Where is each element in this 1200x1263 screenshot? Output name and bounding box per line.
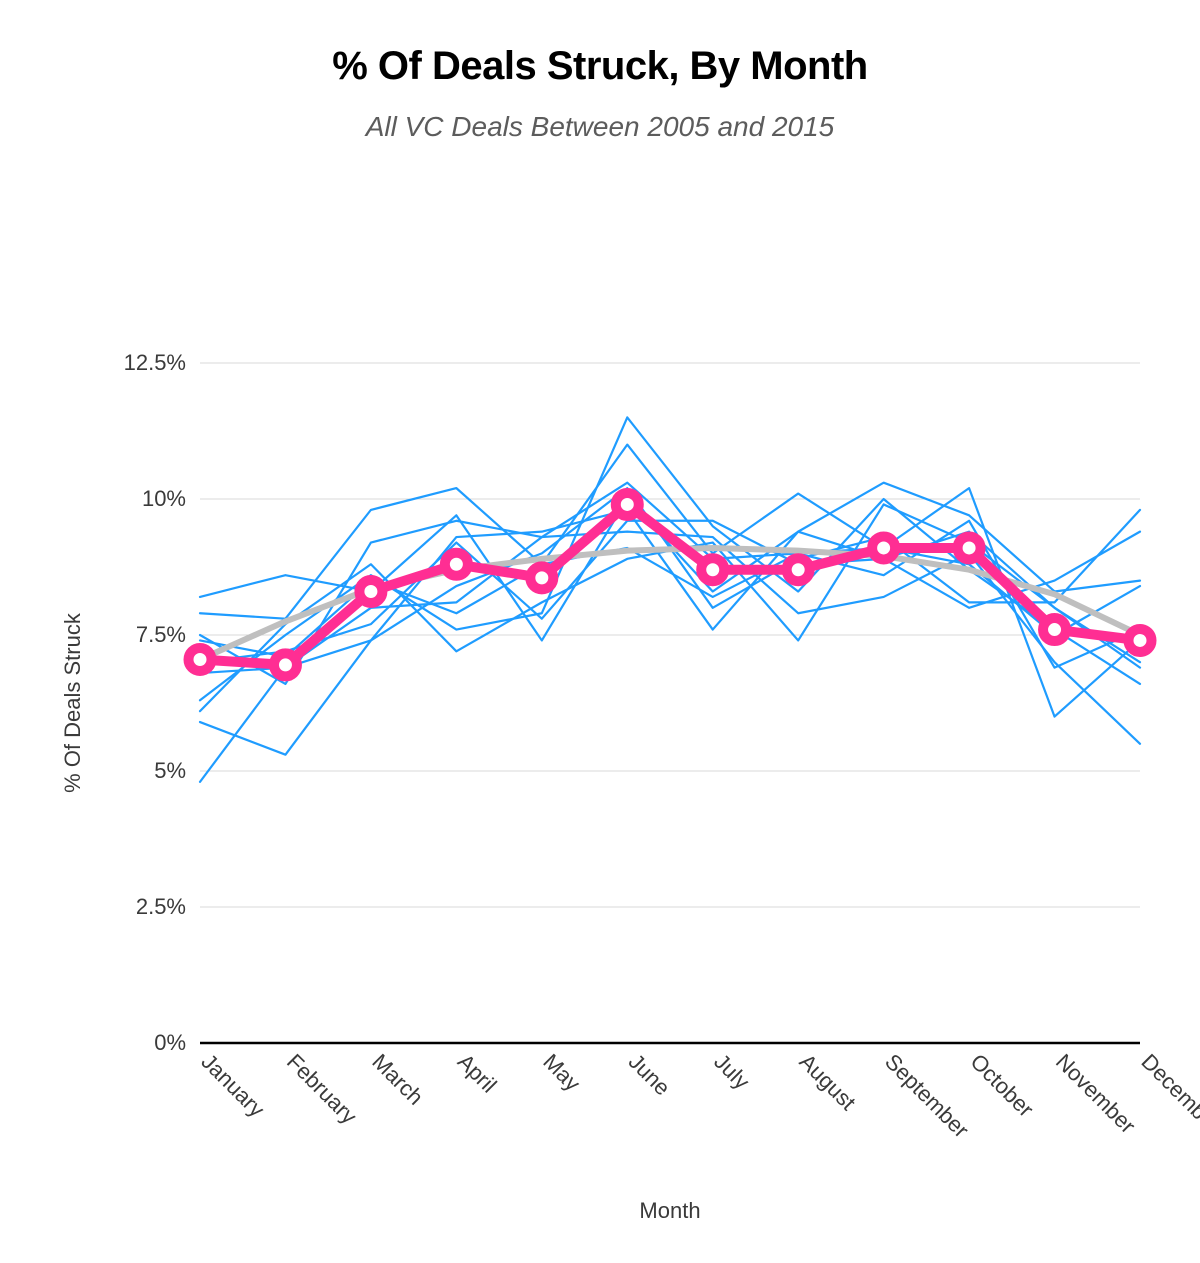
- chart-container: % Of Deals Struck, By Month All VC Deals…: [0, 0, 1200, 1120]
- chart-subtitle: All VC Deals Between 2005 and 2015: [0, 111, 1200, 143]
- y-tick-label: 5%: [154, 758, 186, 783]
- x-tick-label: November: [1051, 1049, 1140, 1138]
- x-tick-label: May: [538, 1049, 585, 1096]
- x-tick-label: March: [367, 1049, 428, 1110]
- chart-title: % Of Deals Struck, By Month: [0, 0, 1200, 89]
- main-series-marker: [445, 553, 468, 576]
- chart-svg: 0% 2.5% 5% 7.5% 10% 12.5% JanuaryFebruaryMarch…: [0, 143, 1200, 1263]
- y-axis-label: % Of Deals Struck: [60, 612, 85, 793]
- y-tick-label: 2.5%: [136, 894, 186, 919]
- x-axis-label: Month: [639, 1198, 700, 1223]
- main-series-marker: [1129, 629, 1152, 652]
- x-tick-label: June: [624, 1049, 675, 1100]
- x-tick-label: September: [880, 1049, 974, 1143]
- main-series-marker: [530, 566, 553, 589]
- main-series-marker: [359, 580, 382, 603]
- x-tick-label: October: [966, 1049, 1039, 1122]
- main-series-marker: [787, 558, 810, 581]
- main-series-marker: [701, 558, 724, 581]
- main-series-marker: [1043, 618, 1066, 641]
- y-tick-label: 7.5%: [136, 622, 186, 647]
- x-tick-label: August: [795, 1049, 861, 1115]
- x-tick-label: July: [709, 1049, 754, 1094]
- main-series-marker: [189, 648, 212, 671]
- main-series-marker: [958, 536, 981, 559]
- y-tick-label: 0%: [154, 1030, 186, 1055]
- main-series-marker: [616, 493, 639, 516]
- year-series-line: [200, 483, 1140, 782]
- main-series-marker: [274, 653, 297, 676]
- y-tick-label: 10%: [142, 486, 186, 511]
- x-tick-label: February: [282, 1049, 362, 1129]
- main-series-marker: [872, 536, 895, 559]
- y-tick-label: 12.5%: [124, 350, 186, 375]
- year-series-line: [200, 521, 1140, 744]
- x-tick-label: December: [1136, 1049, 1200, 1138]
- x-tick-label: January: [196, 1049, 269, 1122]
- x-tick-label: April: [453, 1049, 502, 1098]
